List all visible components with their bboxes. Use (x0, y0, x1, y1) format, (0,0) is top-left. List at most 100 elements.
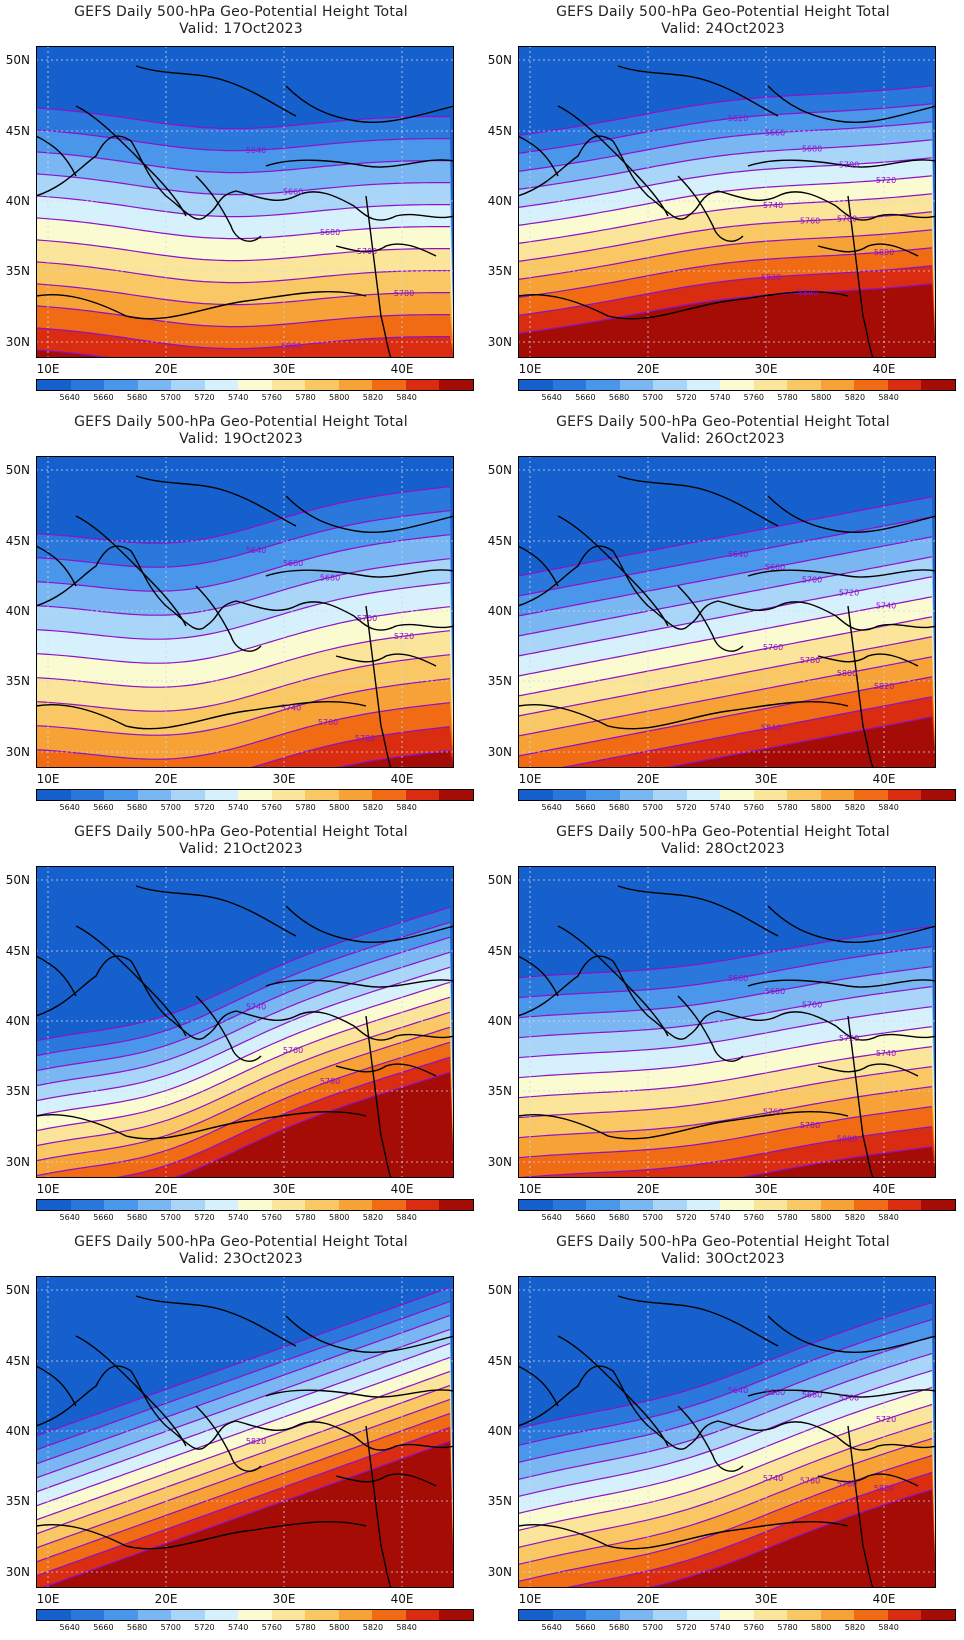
contour-line (36, 951, 451, 1087)
y-tick-label: 40N (487, 1424, 512, 1438)
colorbar-label: 5680 (126, 1623, 148, 1632)
map-frame (36, 456, 454, 768)
coastline (265, 569, 454, 578)
contour-line (518, 1352, 933, 1481)
colorbar-label: 5780 (295, 393, 316, 402)
x-tick-label: 20E (154, 1592, 178, 1606)
colorbar-label: 5760 (743, 1623, 765, 1632)
colorbar-label: 5720 (194, 1623, 215, 1632)
colorbar-label: 5780 (295, 803, 316, 812)
contour-line (518, 265, 933, 316)
panel-valid-date: Valid: 24Oct2023 (661, 21, 785, 37)
y-tick-label: 35N (5, 1494, 30, 1508)
colorbar-label: 5820 (362, 1213, 384, 1222)
contour-line (36, 654, 451, 712)
coastline (335, 653, 437, 667)
colorbar-swatch (552, 1200, 587, 1210)
contour-label: 5820 (874, 682, 894, 691)
colorbar-label: 5840 (396, 1213, 417, 1222)
map-frame (518, 456, 936, 768)
colorbar-label: 5680 (126, 1213, 148, 1222)
coastline (285, 1315, 454, 1354)
y-tick-label: 45N (487, 534, 512, 548)
contour-line (36, 996, 451, 1132)
coastline (135, 65, 297, 117)
contour-label: 5660 (765, 1388, 785, 1397)
coastline (36, 291, 367, 320)
coastline (747, 159, 936, 168)
colorbar-swatch (338, 1610, 373, 1620)
colorbar-swatch (204, 1610, 239, 1620)
colorbar-label: 5740 (709, 1623, 731, 1632)
x-tick-label: 30E (754, 362, 778, 376)
colorbar-label: 5820 (362, 803, 384, 812)
map-frame (36, 46, 454, 358)
contour-line (660, 716, 933, 768)
contour-label: 5660 (283, 559, 303, 568)
contour-line (518, 1046, 933, 1099)
contour-label: 5820 (246, 1437, 266, 1446)
y-tick-label: 50N (487, 873, 512, 887)
contour-line (36, 1328, 451, 1479)
contour-line (36, 1300, 451, 1451)
y-tick-label: 40N (487, 194, 512, 208)
y-tick-label: 40N (5, 194, 30, 208)
coastline (518, 1111, 849, 1140)
coastline (36, 1365, 77, 1407)
colorbar-label: 5740 (709, 803, 731, 812)
colorbar-swatch (338, 380, 373, 390)
colorbar-label: 5740 (227, 803, 249, 812)
coastline (747, 979, 936, 988)
colorbar-swatch (519, 1610, 553, 1620)
x-tick-label: 20E (154, 1182, 178, 1196)
coastline (75, 515, 187, 627)
coastline (265, 979, 454, 988)
contour-line (518, 193, 933, 244)
coastline (335, 243, 437, 257)
y-tick-label: 50N (5, 873, 30, 887)
y-tick-label: 50N (5, 463, 30, 477)
colorbar-swatch (686, 1610, 721, 1620)
y-tick-label: 35N (5, 264, 30, 278)
coastline (557, 1335, 669, 1447)
coastline (36, 1111, 367, 1140)
colorbar-swatch (137, 380, 172, 390)
coastline (365, 1015, 392, 1178)
coastline (847, 605, 874, 768)
contour-label: 5820 (761, 273, 781, 282)
colorbar-swatch (305, 1610, 339, 1620)
contour-line (36, 173, 450, 196)
coastline (747, 569, 936, 578)
colorbar-label: 5760 (743, 803, 765, 812)
y-tick-label: 45N (487, 944, 512, 958)
panel-title: GEFS Daily 500-hPa Geo-Potential Height … (74, 414, 408, 430)
contour-line (518, 1335, 933, 1464)
colorbar-label: 5680 (608, 1623, 630, 1632)
colorbar-swatch (37, 380, 71, 390)
coastline (557, 925, 669, 1037)
y-tick-label: 50N (5, 53, 30, 67)
x-tick-label: 30E (272, 1592, 296, 1606)
colorbar-swatch (70, 790, 105, 800)
colorbar-swatch (204, 1200, 239, 1210)
colorbar-swatch (854, 1610, 888, 1620)
colorbar-swatch (70, 1200, 105, 1210)
map-frame (518, 1276, 936, 1588)
colorbar-label: 5680 (126, 803, 148, 812)
map-panel: GEFS Daily 500-hPa Geo-Potential Height … (0, 1230, 482, 1640)
colorbar (36, 1199, 474, 1211)
colorbar-swatch (37, 1200, 71, 1210)
colorbar-label: 5800 (329, 803, 350, 812)
colorbar-label: 5780 (295, 1213, 316, 1222)
colorbar-label: 5740 (709, 393, 731, 402)
colorbar-swatch (519, 790, 553, 800)
x-tick-label: 10E (36, 772, 60, 786)
x-tick-label: 20E (636, 362, 660, 376)
geopotential-height-map: 5640 5660 5680 5700 5720 5740 5760 5780 (36, 456, 454, 768)
colorbar-swatch (686, 1200, 721, 1210)
colorbar-swatch (854, 790, 888, 800)
coastline (817, 243, 919, 257)
colorbar-swatch (921, 790, 955, 800)
colorbar-swatch (238, 1610, 272, 1620)
contour-label: 5760 (763, 1108, 783, 1117)
